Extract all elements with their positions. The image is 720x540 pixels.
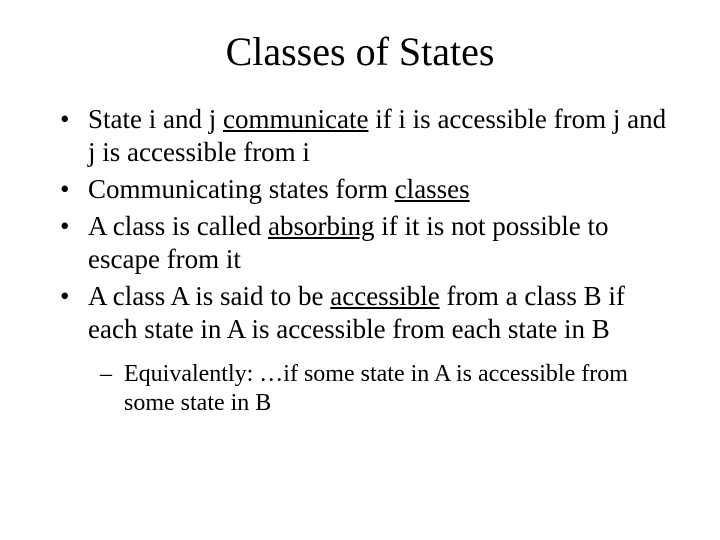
bullet-item: A class is called absorbing if it is not… — [88, 210, 680, 276]
bullet-text-pre: A class is called — [88, 211, 268, 241]
bullet-text-underline: accessible — [330, 281, 439, 311]
bullet-text-pre: A class A is said to be — [88, 281, 330, 311]
bullet-text-pre: State i and j — [88, 104, 223, 134]
slide-container: Classes of States State i and j communic… — [0, 0, 720, 540]
bullet-text-underline: communicate — [223, 104, 368, 134]
bullet-list: State i and j communicate if i is access… — [40, 103, 680, 418]
sub-bullet-item: Equivalently: …if some state in A is acc… — [124, 360, 680, 419]
bullet-item: A class A is said to be accessible from … — [88, 280, 680, 418]
bullet-item: Communicating states form classes — [88, 173, 680, 206]
slide-title: Classes of States — [40, 28, 680, 75]
sub-bullet-text: Equivalently: …if some state in A is acc… — [124, 361, 628, 416]
bullet-text-pre: Communicating states form — [88, 174, 395, 204]
bullet-text-underline: classes — [395, 174, 470, 204]
bullet-item: State i and j communicate if i is access… — [88, 103, 680, 169]
bullet-text-underline: absorbing — [268, 211, 374, 241]
sub-bullet-list: Equivalently: …if some state in A is acc… — [88, 360, 680, 419]
